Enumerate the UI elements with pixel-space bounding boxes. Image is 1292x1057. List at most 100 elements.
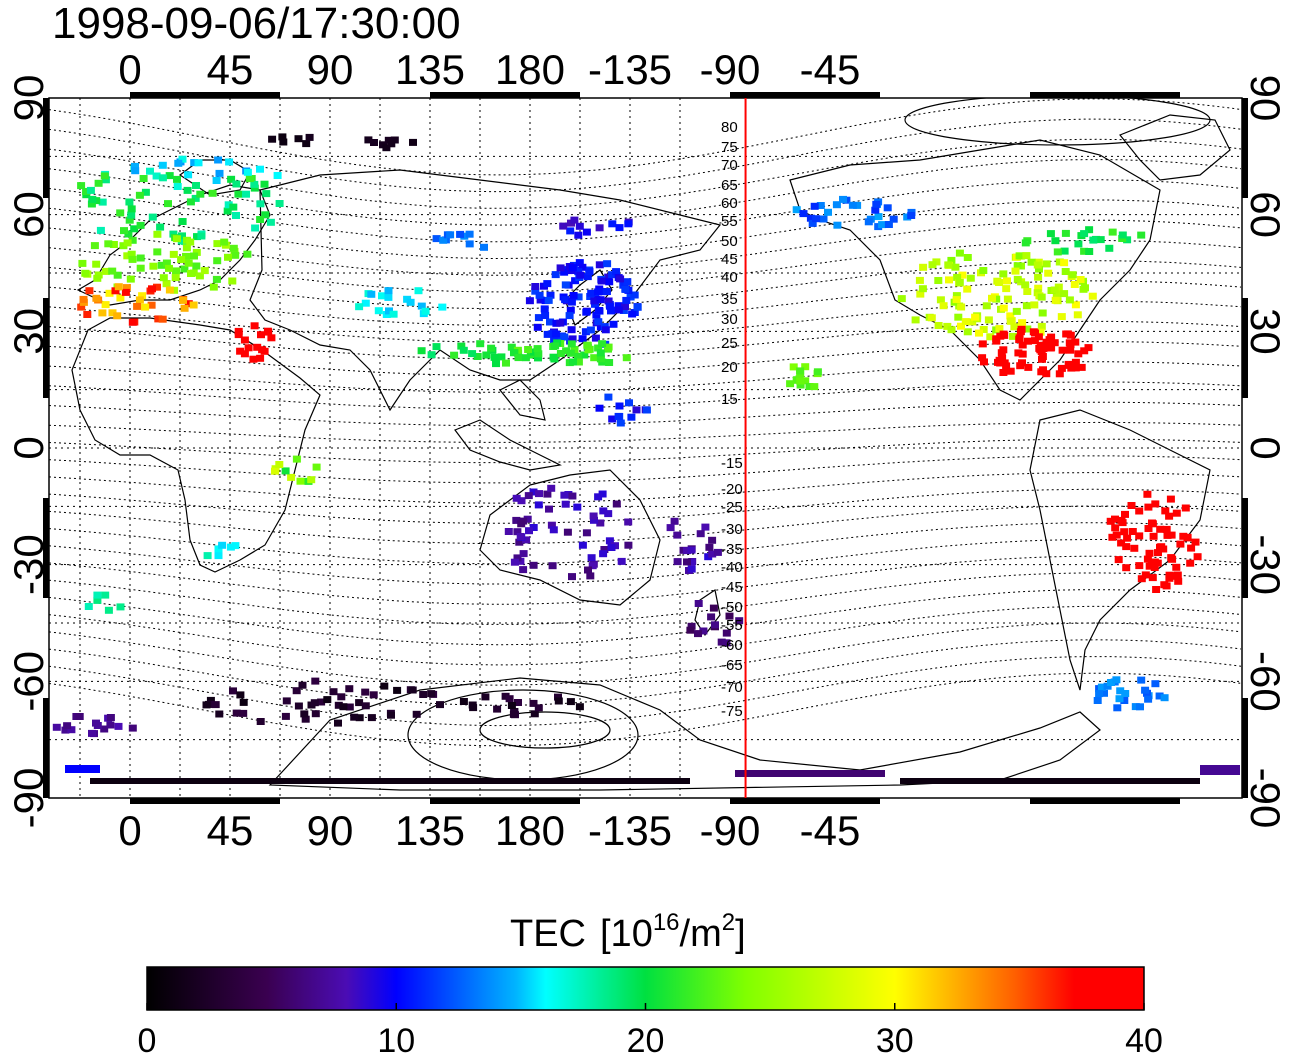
tec-point [1122, 543, 1131, 551]
tec-point [1027, 258, 1036, 266]
tec-point [992, 337, 1001, 345]
tec-point [612, 268, 621, 276]
tec-point [229, 687, 237, 695]
tec-point [1167, 531, 1176, 539]
tec-point [178, 218, 187, 225]
tec-point [944, 261, 953, 269]
tec-point [1106, 517, 1115, 525]
tec-point [1128, 528, 1137, 535]
tec-point [534, 350, 543, 358]
tec-point [608, 220, 617, 228]
tec-point [578, 541, 587, 549]
tec-point [212, 275, 221, 283]
y-tick-label-left: 60 [5, 191, 52, 238]
maglat-label: 40 [721, 269, 738, 286]
y-tick-label-left: 0 [5, 436, 52, 459]
tec-point [919, 263, 928, 271]
tec-point [1076, 276, 1085, 283]
tec-point [1154, 549, 1162, 557]
tec-point [995, 279, 1003, 286]
tec-point [694, 600, 703, 607]
tec-point [116, 603, 125, 611]
tec-point [1153, 559, 1162, 567]
maglat-label: -75 [721, 703, 743, 720]
tec-point [864, 218, 873, 226]
tec-point [583, 341, 592, 349]
tec-point [556, 319, 565, 327]
tec-point [1141, 571, 1150, 579]
tec-point [515, 538, 524, 546]
tec-point [84, 603, 93, 610]
tec-point [367, 290, 376, 298]
tec-point [294, 135, 303, 143]
tec-point [580, 351, 589, 359]
tec-point [154, 315, 163, 323]
tec-point [853, 201, 862, 209]
tec-point [536, 296, 545, 304]
y-tick-label-right: 60 [1242, 191, 1289, 238]
tec-point [1112, 676, 1121, 684]
tec-observations [52, 133, 1240, 784]
tec-point [670, 517, 679, 525]
maglat-label: 15 [721, 391, 738, 408]
tec-point [1183, 534, 1192, 542]
tec-point [228, 277, 237, 285]
tec-point [683, 558, 691, 566]
tec-point [1149, 532, 1158, 540]
tec-point [355, 714, 364, 722]
tec-point [573, 352, 582, 360]
tec-point [621, 285, 630, 293]
tec-point [156, 223, 165, 231]
y-tick-label-right: -30 [1242, 534, 1289, 595]
tec-point [67, 726, 76, 734]
tec-point [1156, 525, 1165, 533]
tec-point [615, 224, 624, 232]
tec-point [278, 133, 287, 141]
tec-point [253, 343, 262, 351]
x-tick-label-bottom: -90 [700, 807, 761, 854]
tec-point [473, 353, 482, 360]
tec-point [195, 272, 204, 280]
tec-point [587, 554, 596, 562]
tec-point [202, 701, 211, 709]
tec-point [927, 314, 936, 322]
tec-point [556, 350, 565, 357]
tec-point [799, 210, 808, 218]
tec-point [149, 262, 158, 270]
tec-point [524, 492, 533, 500]
tec-point [189, 269, 198, 277]
tec-point [468, 350, 477, 358]
tec-point [596, 349, 605, 357]
tec-point [951, 263, 960, 271]
tec-point [599, 550, 608, 558]
tec-point [1003, 277, 1011, 285]
tec-point [911, 316, 920, 324]
tec-point [839, 195, 847, 203]
tec-point [1144, 503, 1153, 511]
y-tick-label-left: -60 [5, 651, 52, 712]
tec-point [460, 232, 469, 240]
tec-point [1095, 690, 1104, 698]
tec-point [114, 283, 123, 291]
tec-point [687, 565, 696, 573]
tec-point [614, 412, 623, 420]
tec-point [1172, 509, 1181, 517]
tec-point [384, 287, 393, 295]
tec-point [345, 703, 354, 711]
tec-point [1062, 330, 1071, 338]
tec-polar-band [900, 778, 1200, 784]
tec-point [1010, 323, 1019, 331]
tec-point [1030, 337, 1039, 345]
tec-point [713, 548, 722, 556]
tec-point [1163, 531, 1172, 539]
tec-point [619, 307, 628, 314]
tec-point [833, 221, 842, 229]
tec-point [994, 358, 1002, 366]
tec-point [355, 699, 364, 707]
maglat-label: 60 [721, 195, 738, 212]
tec-point [186, 198, 195, 206]
tec-point [159, 274, 168, 282]
tec-point [169, 250, 178, 258]
tec-point [1023, 325, 1032, 333]
tec-point [883, 204, 892, 212]
